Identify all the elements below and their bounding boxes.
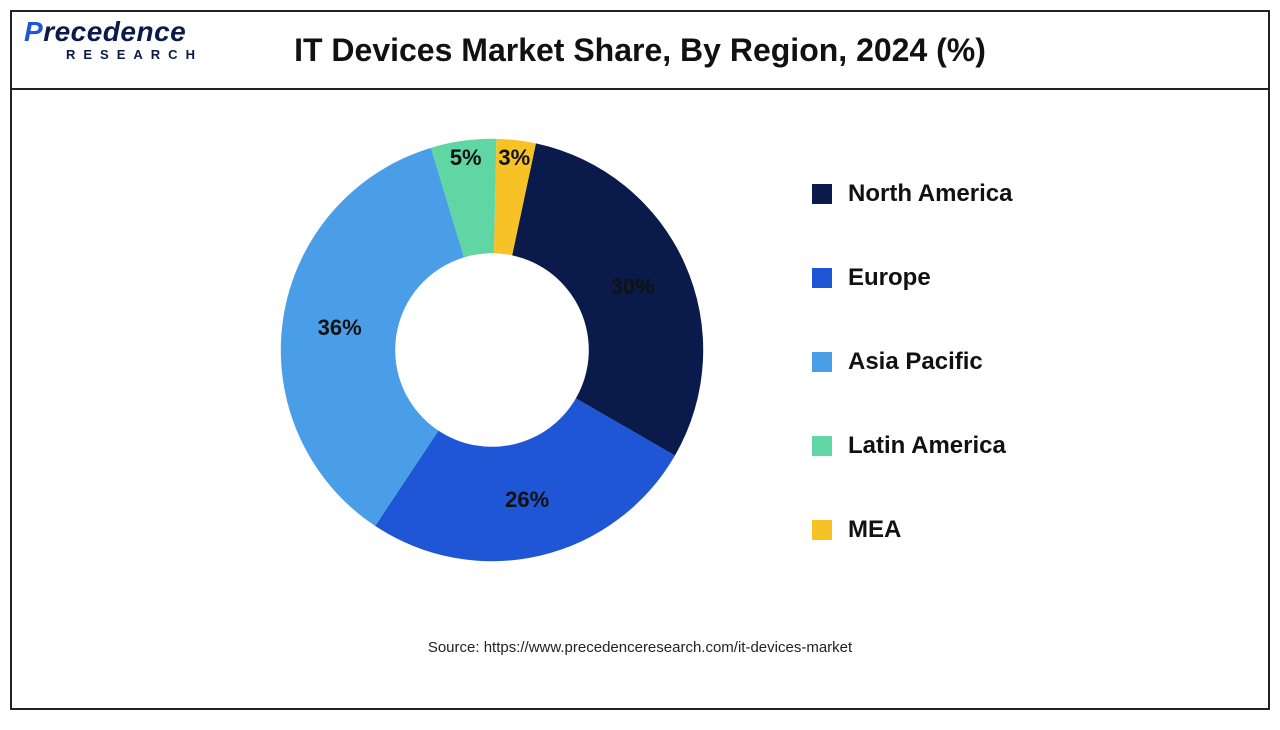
legend-label: MEA [848,516,901,544]
donut-chart: 30% 26% 36% 5% 3% [272,130,712,570]
donut-slices [281,139,703,561]
source-text: Source: https://www.precedenceresearch.c… [12,639,1268,656]
legend-item: Latin America [812,432,1012,460]
plot-area: 30% 26% 36% 5% 3% North America Europe Asia Pa… [12,90,1268,670]
legend-swatch [812,184,832,204]
slice-label: 36% [318,315,362,341]
legend-item: North America [812,180,1012,208]
legend-item: MEA [812,516,1012,544]
header: Precedence RESEARCH IT Devices Market Sh… [12,12,1268,90]
donut-slice [512,143,703,455]
legend-swatch [812,268,832,288]
logo-accent: P [24,16,43,47]
legend-label: Asia Pacific [848,348,983,376]
slice-label: 5% [450,145,482,171]
legend-item: Asia Pacific [812,348,1012,376]
slice-label: 30% [611,274,655,300]
chart-frame: Precedence RESEARCH IT Devices Market Sh… [10,10,1270,710]
legend-swatch [812,352,832,372]
legend-label: Latin America [848,432,1006,460]
logo-rest: recedence [43,16,186,47]
brand-logo: Precedence RESEARCH [24,18,203,61]
slice-label: 3% [498,145,530,171]
logo-bottom: RESEARCH [66,48,203,61]
legend-swatch [812,520,832,540]
legend-label: North America [848,180,1012,208]
logo-top: Precedence [24,18,203,46]
legend: North America Europe Asia Pacific Latin Ame… [812,180,1012,544]
legend-label: Europe [848,264,931,292]
legend-item: Europe [812,264,1012,292]
slice-label: 26% [505,487,549,513]
legend-swatch [812,436,832,456]
donut-svg [272,130,712,570]
